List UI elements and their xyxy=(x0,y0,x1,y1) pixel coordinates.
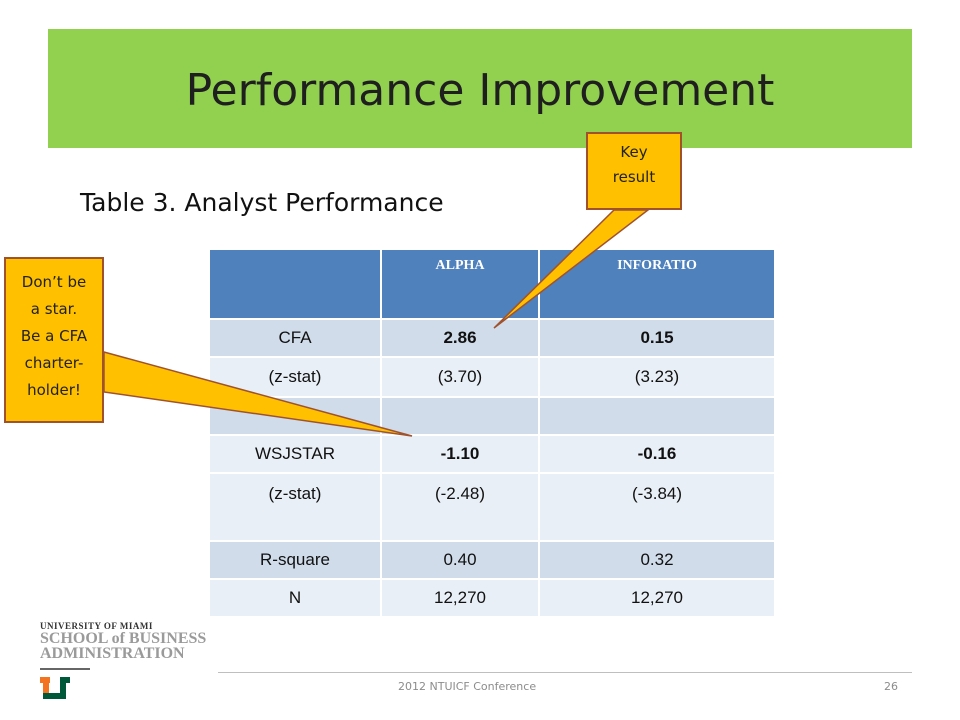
header-inforatio: INFORATIO xyxy=(538,248,776,320)
alpha-value: 12,270 xyxy=(380,578,540,618)
page-number: 26 xyxy=(884,680,898,693)
table-header-row: ALPHA INFORATIO xyxy=(208,248,776,320)
table-row-cfa: CFA 2.86 0.15 xyxy=(208,318,776,358)
row-label: (z-stat) xyxy=(208,356,382,398)
row-label xyxy=(208,396,382,436)
table-row-wsjstar: WSJSTAR -1.10 -0.16 xyxy=(208,434,776,474)
analyst-performance-table: ALPHA INFORATIO CFA 2.86 0.15 (z-stat) (… xyxy=(208,248,776,618)
cfa-star-callout: Don’t be a star. Be a CFA charter- holde… xyxy=(4,257,104,423)
inforatio-value: (3.23) xyxy=(538,356,776,398)
inforatio-value: 0.15 xyxy=(538,318,776,358)
table-row-n: N 12,270 12,270 xyxy=(208,578,776,618)
alpha-value xyxy=(380,396,540,436)
alpha-value: (3.70) xyxy=(380,356,540,398)
key-result-callout: Key result xyxy=(586,132,682,210)
inforatio-value xyxy=(538,396,776,436)
inforatio-value: 0.32 xyxy=(538,540,776,580)
callout-line: charter- xyxy=(24,354,84,372)
table-row-empty xyxy=(208,396,776,436)
row-label: N xyxy=(208,578,382,618)
inforatio-value: (-3.84) xyxy=(538,472,776,542)
table-caption: Table 3. Analyst Performance xyxy=(80,188,444,217)
row-label: WSJSTAR xyxy=(208,434,382,474)
header-alpha: ALPHA xyxy=(380,248,540,320)
callout-line: Be a CFA xyxy=(20,327,88,345)
logo-school: SCHOOL of BUSINESS xyxy=(40,630,207,647)
callout-line: Don’t be xyxy=(21,273,87,291)
header-empty xyxy=(208,248,382,320)
alpha-value: 2.86 xyxy=(380,318,540,358)
title-bar: Performance Improvement xyxy=(48,29,912,148)
slide-title: Performance Improvement xyxy=(185,65,775,116)
footer-conference: 2012 NTUICF Conference xyxy=(398,680,537,693)
table-row-wsjstar-zstat: (z-stat) (-2.48) (-3.84) xyxy=(208,472,776,542)
row-label: CFA xyxy=(208,318,382,358)
alpha-value: -1.10 xyxy=(380,434,540,474)
footer-divider xyxy=(218,672,912,673)
university-logo: UNIVERSITY OF MIAMI SCHOOL of BUSINESS A… xyxy=(40,621,230,662)
callout-line: holder! xyxy=(27,381,81,399)
alpha-value: 0.40 xyxy=(380,540,540,580)
callout-line: a star. xyxy=(30,300,78,318)
inforatio-value: 12,270 xyxy=(538,578,776,618)
alpha-value: (-2.48) xyxy=(380,472,540,542)
logo-university: UNIVERSITY OF MIAMI xyxy=(40,621,153,631)
callout-line: result xyxy=(612,168,656,186)
logo-administration: ADMINISTRATION xyxy=(40,645,185,662)
u-logo-icon xyxy=(40,677,70,699)
inforatio-value: -0.16 xyxy=(538,434,776,474)
callout-line: Key xyxy=(620,143,648,161)
row-label: R-square xyxy=(208,540,382,580)
table-row-rsquare: R-square 0.40 0.32 xyxy=(208,540,776,580)
logo-divider xyxy=(40,668,90,670)
row-label: (z-stat) xyxy=(208,472,382,542)
table-row-cfa-zstat: (z-stat) (3.70) (3.23) xyxy=(208,356,776,398)
